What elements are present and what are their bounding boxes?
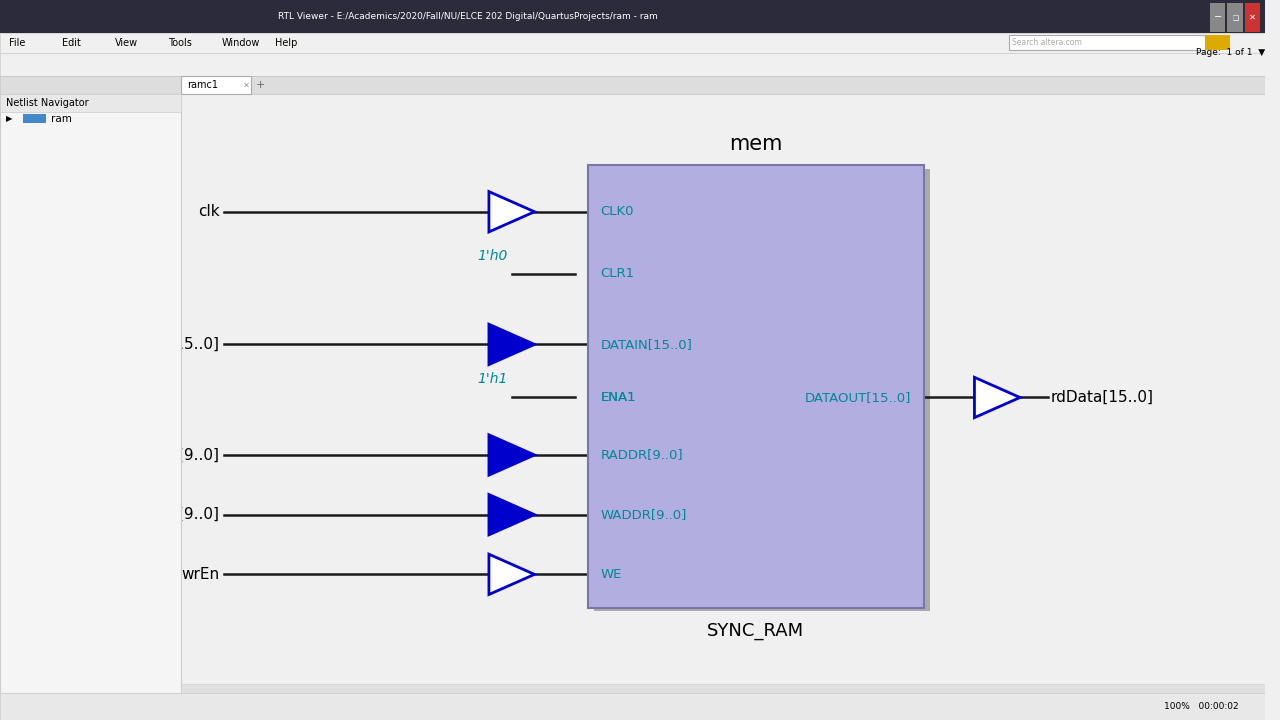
Bar [1009, 35, 1204, 50]
Bar [0, 94, 180, 693]
Bar [1245, 3, 1261, 32]
Text: DATAOUT[15..0]: DATAOUT[15..0] [805, 391, 911, 404]
Text: wrEn: wrEn [182, 567, 219, 582]
Bar [0, 76, 1266, 94]
Text: CLK0: CLK0 [600, 205, 634, 218]
Text: RTL Viewer - E:/Academics/2020/Fall/NU/ELCE 202 Digital/QuartusProjects/ram - ra: RTL Viewer - E:/Academics/2020/Fall/NU/E… [278, 12, 658, 21]
Text: ▶: ▶ [6, 114, 13, 123]
Text: ✕: ✕ [1249, 13, 1256, 22]
Text: +: + [256, 80, 265, 89]
Text: 100%   00:00:02: 100% 00:00:02 [1165, 702, 1239, 711]
Bar [0, 53, 1266, 76]
Text: Window: Window [221, 38, 260, 48]
Polygon shape [974, 377, 1020, 418]
Text: Search altera.com: Search altera.com [1012, 38, 1082, 48]
Text: ramc1: ramc1 [187, 80, 219, 89]
Text: wrData[15..0]: wrData[15..0] [113, 337, 219, 352]
Text: rdData[15..0]: rdData[15..0] [1051, 390, 1153, 405]
Bar [0, 0, 1266, 33]
Text: ENA1: ENA1 [600, 391, 636, 404]
Bar [0, 94, 180, 112]
Text: RADDR[9..0]: RADDR[9..0] [600, 449, 684, 462]
Text: WE: WE [600, 568, 622, 581]
Polygon shape [489, 324, 535, 364]
Text: 1'h1: 1'h1 [477, 372, 508, 387]
Text: CLR1: CLR1 [600, 267, 635, 280]
Text: ENA1: ENA1 [600, 391, 636, 404]
Text: SYNC_RAM: SYNC_RAM [707, 622, 804, 640]
Text: clk: clk [197, 204, 219, 220]
Bar [1228, 3, 1243, 32]
Bar [594, 169, 931, 611]
Text: Help: Help [275, 38, 297, 48]
Text: ram: ram [51, 114, 72, 124]
Text: DATAIN[15..0]: DATAIN[15..0] [600, 338, 692, 351]
Polygon shape [489, 495, 535, 535]
Text: View: View [115, 38, 138, 48]
Text: Tools: Tools [168, 38, 192, 48]
Text: File: File [9, 38, 26, 48]
Polygon shape [489, 192, 535, 232]
Bar [180, 684, 1266, 693]
Bar [0, 33, 1266, 53]
Bar [180, 76, 251, 94]
Text: Page:  1 of 1  ▼: Page: 1 of 1 ▼ [1196, 48, 1265, 57]
Bar [23, 114, 46, 123]
Text: −: − [1213, 12, 1222, 22]
Text: Netlist Navigator: Netlist Navigator [6, 98, 88, 107]
Bar [588, 166, 924, 608]
Text: 1'h0: 1'h0 [477, 248, 508, 263]
Text: Edit: Edit [61, 38, 81, 48]
Polygon shape [489, 554, 535, 595]
Text: mem: mem [730, 134, 782, 153]
Bar [0, 693, 1266, 720]
Bar [1210, 3, 1225, 32]
Bar [1204, 35, 1230, 50]
Text: ❑: ❑ [1233, 14, 1239, 20]
Text: WADDR[9..0]: WADDR[9..0] [600, 508, 686, 521]
Polygon shape [489, 435, 535, 475]
Text: rdAddr[9..0]: rdAddr[9..0] [127, 447, 219, 462]
Text: ✕: ✕ [243, 80, 250, 89]
Text: wrAddr[9..0]: wrAddr[9..0] [123, 507, 219, 522]
